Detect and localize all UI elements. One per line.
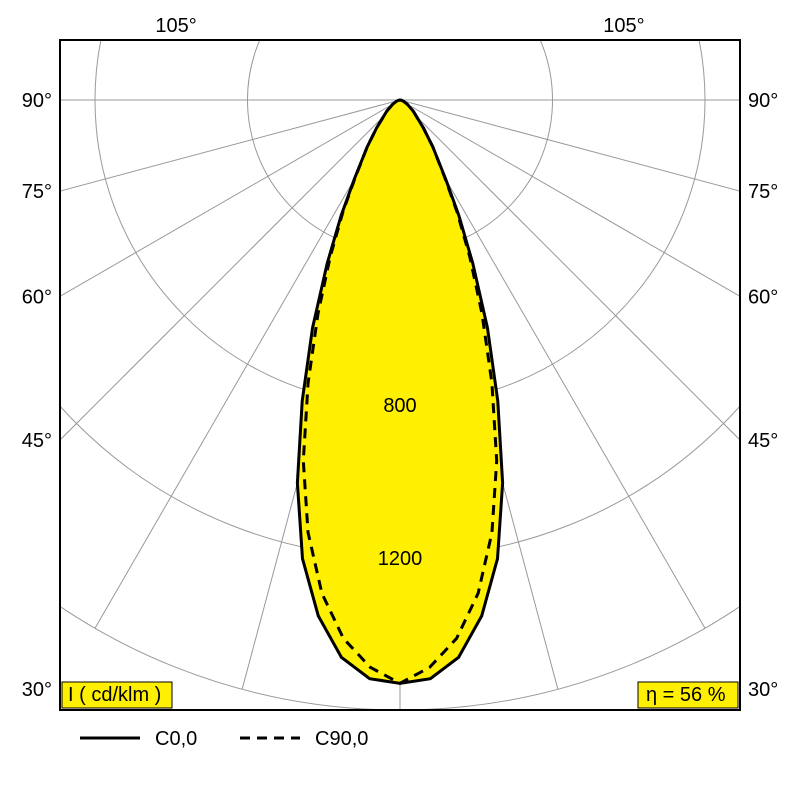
angle-label-left: 90° bbox=[22, 90, 52, 112]
angle-label-left: 45° bbox=[22, 430, 52, 452]
angle-label-left: 60° bbox=[22, 286, 52, 308]
angle-label-left: 30° bbox=[22, 679, 52, 701]
ring-label: 800 bbox=[383, 395, 416, 417]
angle-label-right: 45° bbox=[748, 430, 778, 452]
light-fill bbox=[297, 100, 502, 683]
ring-label: 1200 bbox=[378, 548, 423, 570]
angle-label-right: 30° bbox=[748, 679, 778, 701]
polar-chart-container: 800 1200 105° 105° 90° 90° 75° 75° 60° 60° 45° 45° 3… bbox=[0, 0, 800, 800]
legend-label-c90: C90,0 bbox=[315, 728, 368, 750]
angle-label-right: 75° bbox=[748, 181, 778, 203]
polar-chart-svg: 800 1200 105° 105° 90° 90° 75° 75° 60° 60° 45° 45° 3… bbox=[0, 0, 800, 800]
light-curves bbox=[297, 100, 502, 683]
angle-label-right: 105° bbox=[603, 15, 644, 37]
angle-label-left: 105° bbox=[155, 15, 196, 37]
angle-label-right: 60° bbox=[748, 286, 778, 308]
angle-label-left: 75° bbox=[22, 181, 52, 203]
legend-label-c0: C0,0 bbox=[155, 728, 197, 750]
units-label: I ( cd/klm ) bbox=[68, 684, 161, 706]
angle-label-right: 90° bbox=[748, 90, 778, 112]
efficiency-label: η = 56 % bbox=[646, 684, 726, 706]
